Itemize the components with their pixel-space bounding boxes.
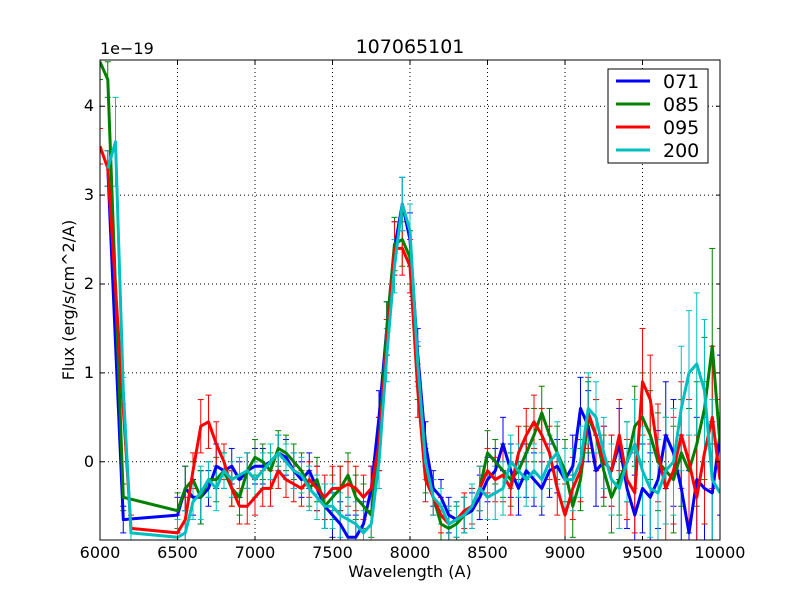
- legend-label-085: 085: [663, 94, 699, 116]
- y-tick-label: 3: [84, 185, 94, 204]
- legend-label-095: 095: [663, 117, 699, 139]
- x-tick-label: 7500: [312, 543, 353, 562]
- y-offset-text: 1e−19: [100, 39, 154, 58]
- ticks: 6000 6500 7000 7500 8000 8500 9000 9500 10000 0 1 2…: [80, 60, 746, 562]
- y-tick-label: 2: [84, 274, 94, 293]
- x-tick-label: 9000: [545, 543, 586, 562]
- series-line-071: [106, 168, 720, 539]
- y-axis-label: Flux (erg/s/cm^2/A): [59, 220, 78, 381]
- x-tick-label: 7000: [235, 543, 276, 562]
- x-tick-label: 9500: [622, 543, 663, 562]
- series-line-200: [106, 140, 720, 539]
- x-axis-label: Wavelength (A): [348, 562, 471, 581]
- legend-label-071: 071: [663, 71, 699, 93]
- chart-title: 107065101: [356, 36, 465, 58]
- x-tick-label: 6000: [80, 543, 121, 562]
- x-tick-label: 8000: [390, 543, 431, 562]
- legend-label-200: 200: [663, 140, 699, 162]
- x-tick-label: 6500: [157, 543, 198, 562]
- y-tick-label: 0: [84, 452, 94, 471]
- x-tick-label: 8500: [467, 543, 508, 562]
- series-lines: [100, 61, 720, 539]
- y-tick-label: 1: [84, 363, 94, 382]
- y-tick-label: 4: [84, 96, 94, 115]
- x-tick-label: 10000: [695, 543, 746, 562]
- series-line-095: [100, 145, 720, 535]
- legend-box: [607, 68, 709, 164]
